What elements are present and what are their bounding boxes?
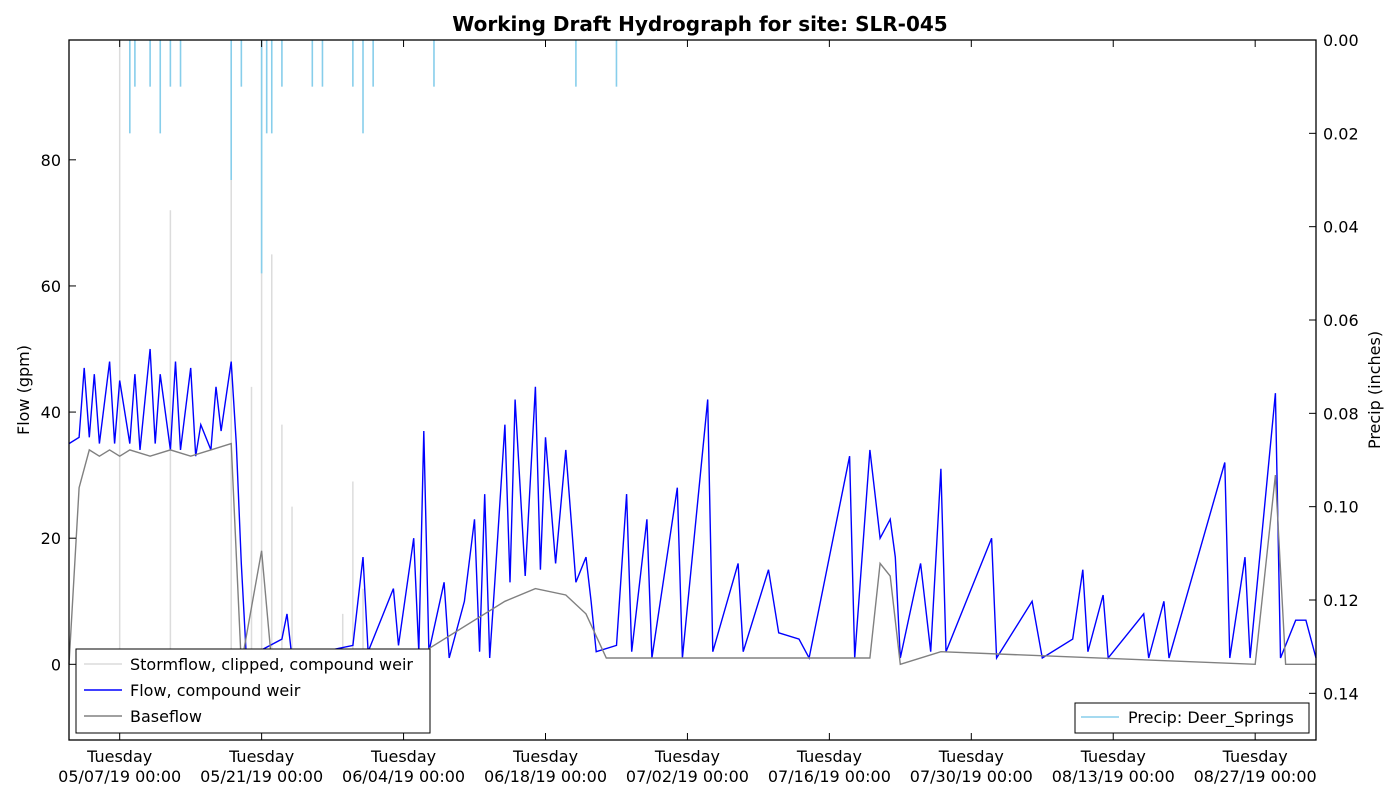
line-flow-compound-weir: [68, 348, 1317, 661]
x-tick-label-day-5: Tuesday: [796, 747, 862, 766]
y2-tick-label-0.08: 0.08: [1323, 404, 1359, 423]
series-flow-compound-weir: [68, 348, 1317, 661]
y-tick-label-60: 60: [41, 277, 61, 296]
x-tick-label-date-1: 05/21/19 00:00: [200, 767, 323, 786]
y-axis-label: Flow (gpm): [14, 345, 33, 435]
y2-tick-label-0.06: 0.06: [1323, 311, 1359, 330]
y2-tick-label-0.10: 0.10: [1323, 498, 1359, 517]
y-tick-label-0: 0: [51, 655, 61, 674]
x-tick-label-date-0: 05/07/19 00:00: [58, 767, 181, 786]
x-tick-label-day-2: Tuesday: [370, 747, 436, 766]
y-tick-label-40: 40: [41, 403, 61, 422]
x-tick-label-day-1: Tuesday: [228, 747, 294, 766]
x-tick-label-date-7: 08/13/19 00:00: [1052, 767, 1175, 786]
x-tick-label-day-3: Tuesday: [512, 747, 578, 766]
legend-right: Precip: Deer_Springs: [1074, 702, 1310, 734]
y2-tick-label-0.02: 0.02: [1323, 124, 1359, 143]
x-tick-label-day-7: Tuesday: [1080, 747, 1146, 766]
y-axis-left: 0 20 40 60 80: [41, 151, 76, 674]
y-tick-label-80: 80: [41, 151, 61, 170]
y-axis-right: 0.00 0.02 0.04 0.06 0.08 0.10 0.12 0.14: [1309, 31, 1359, 703]
x-tick-label-date-6: 07/30/19 00:00: [910, 767, 1033, 786]
legend-left: Stormflow, clipped, compound weir Flow, …: [75, 648, 431, 734]
x-tick-label-date-2: 06/04/19 00:00: [342, 767, 465, 786]
x-tick-label-day-8: Tuesday: [1222, 747, 1288, 766]
x-tick-label-day-0: Tuesday: [86, 747, 152, 766]
y2-tick-label-0.04: 0.04: [1323, 218, 1359, 237]
legend-label-baseflow: Baseflow: [130, 707, 202, 726]
y2-tick-label-0.00: 0.00: [1323, 31, 1359, 50]
legend-label-flow: Flow, compound weir: [130, 681, 301, 700]
legend-label-precip: Precip: Deer_Springs: [1128, 708, 1294, 728]
chart-title: Working Draft Hydrograph for site: SLR-0…: [452, 12, 947, 36]
legend-label-stormflow: Stormflow, clipped, compound weir: [130, 655, 413, 674]
x-tick-label-day-6: Tuesday: [938, 747, 1004, 766]
y2-tick-label-0.12: 0.12: [1323, 591, 1359, 610]
x-tick-label-date-5: 07/16/19 00:00: [768, 767, 891, 786]
y2-tick-label-0.14: 0.14: [1323, 684, 1359, 703]
series-precip: [129, 40, 618, 274]
x-tick-label-date-8: 08/27/19 00:00: [1194, 767, 1317, 786]
x-tick-label-date-4: 07/02/19 00:00: [626, 767, 749, 786]
plot-frame: [68, 39, 1317, 741]
y-tick-label-20: 20: [41, 529, 61, 548]
x-tick-label-day-4: Tuesday: [654, 747, 720, 766]
plot-area: [68, 40, 1317, 666]
x-tick-label-date-3: 06/18/19 00:00: [484, 767, 607, 786]
y2-axis-label: Precip (inches): [1365, 331, 1384, 449]
